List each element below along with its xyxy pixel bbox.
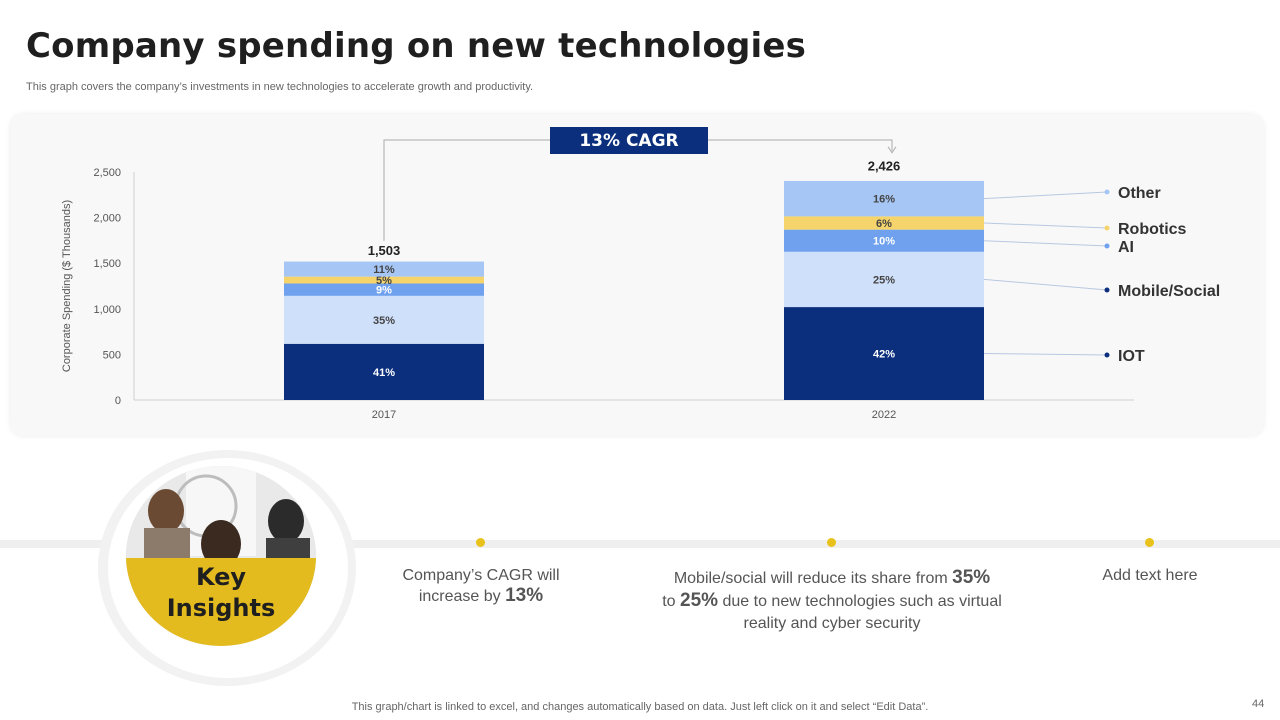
bar-segment-robotics-2017[interactable] bbox=[284, 276, 484, 284]
insight-dot-1 bbox=[476, 538, 485, 547]
key-insights-line2: Insights bbox=[166, 594, 276, 622]
y-tick-label: 0 bbox=[115, 395, 121, 407]
insight-cagr-text: Company’s CAGR will increase by bbox=[402, 567, 560, 605]
bar-segment-iot-2017[interactable] bbox=[284, 343, 484, 400]
bar-segment-robotics-2022[interactable] bbox=[784, 216, 984, 230]
insight-band bbox=[0, 540, 1280, 548]
legend-leader-line bbox=[983, 278, 1108, 291]
page-title: Company spending on new technologies bbox=[26, 26, 807, 66]
legend-leader-line bbox=[983, 353, 1108, 356]
legend-marker bbox=[1104, 287, 1110, 293]
insight-mobile-text-1: Mobile/social will reduce its share from bbox=[673, 570, 953, 587]
legend-leader-line bbox=[983, 191, 1108, 200]
stacked-bar-chart[interactable]: 0 500 1,000 1,500 2,000 2,500 Corporate Spendi… bbox=[10, 114, 1264, 436]
x-tick-label: 2017 bbox=[372, 409, 396, 421]
bar-segment-mobile-social-2022[interactable] bbox=[784, 251, 984, 308]
total-label: 1,503 bbox=[368, 243, 401, 258]
insight-dot-2 bbox=[827, 538, 836, 547]
key-insights-heading: Key Insights bbox=[126, 562, 316, 624]
key-insights-line1: Key bbox=[195, 563, 247, 591]
cagr-label: 13% CAGR bbox=[579, 131, 678, 151]
team-photo bbox=[126, 466, 316, 646]
data-label: 41% bbox=[373, 367, 395, 379]
insight-mobile-text-3: due to new technologies such as virtual … bbox=[718, 593, 1002, 632]
insight-cagr: Company’s CAGR will increase by 13% bbox=[386, 566, 576, 607]
total-label: 2,426 bbox=[868, 159, 901, 174]
legend-marker bbox=[1104, 225, 1110, 231]
bar-segment-iot-2022[interactable] bbox=[784, 307, 984, 400]
data-label: 42% bbox=[873, 349, 895, 361]
insight-mobile-to: 25% bbox=[680, 590, 719, 611]
data-label: 6% bbox=[876, 218, 892, 230]
legend-leader-line bbox=[983, 222, 1108, 229]
y-tick-label: 1,000 bbox=[93, 304, 121, 316]
bar-segment-mobile-social-2017[interactable] bbox=[284, 295, 484, 344]
y-axis-label: Corporate Spending ($ Thousands) bbox=[61, 200, 73, 372]
bar-segment-ai-2017[interactable] bbox=[284, 283, 484, 296]
insight-cagr-value: 13% bbox=[505, 585, 544, 606]
y-tick-label: 1,500 bbox=[93, 258, 121, 270]
insight-mobile-social: Mobile/social will reduce its share from… bbox=[662, 567, 1002, 635]
data-label: 25% bbox=[873, 274, 895, 286]
y-tick-label: 2,000 bbox=[93, 213, 121, 225]
bar-segment-ai-2022[interactable] bbox=[784, 229, 984, 252]
insight-dot-3 bbox=[1145, 538, 1154, 547]
bar-segment-other-2017[interactable] bbox=[284, 261, 484, 277]
legend-label[interactable]: IOT bbox=[1118, 348, 1145, 365]
data-label: 5% bbox=[376, 275, 392, 287]
data-label: 10% bbox=[873, 236, 895, 248]
legend-marker bbox=[1104, 352, 1110, 358]
y-tick-label: 2,500 bbox=[93, 167, 121, 179]
data-label: 16% bbox=[873, 194, 895, 206]
page-number: 44 bbox=[1252, 698, 1265, 710]
data-label: 11% bbox=[373, 264, 395, 276]
cagr-arrow-icon bbox=[887, 146, 897, 154]
legend-label[interactable]: Robotics bbox=[1118, 221, 1187, 238]
insight-placeholder-text[interactable]: Add text here bbox=[1102, 567, 1198, 584]
data-label: 9% bbox=[376, 285, 392, 297]
legend-marker bbox=[1104, 189, 1110, 195]
legend-label[interactable]: AI bbox=[1118, 239, 1134, 256]
x-tick-label: 2022 bbox=[872, 409, 896, 421]
legend-leader-line bbox=[983, 240, 1108, 247]
bar-segment-other-2022[interactable] bbox=[784, 180, 984, 217]
insight-placeholder[interactable]: Add text here bbox=[1060, 566, 1240, 586]
legend-label[interactable]: Mobile/Social bbox=[1118, 283, 1220, 300]
legend-label[interactable]: Other bbox=[1118, 185, 1161, 202]
page-subtitle: This graph covers the company’s investme… bbox=[26, 81, 534, 93]
data-label: 35% bbox=[373, 315, 395, 327]
insight-mobile-text-2: to bbox=[662, 593, 681, 610]
legend-marker bbox=[1104, 243, 1110, 249]
chart-card[interactable]: 0 500 1,000 1,500 2,000 2,500 Corporate Spendi… bbox=[10, 114, 1264, 436]
footer-note: This graph/chart is linked to excel, and… bbox=[351, 701, 929, 713]
cagr-box bbox=[550, 127, 708, 154]
insight-mobile-from: 35% bbox=[952, 567, 991, 588]
y-tick-label: 500 bbox=[103, 349, 121, 361]
